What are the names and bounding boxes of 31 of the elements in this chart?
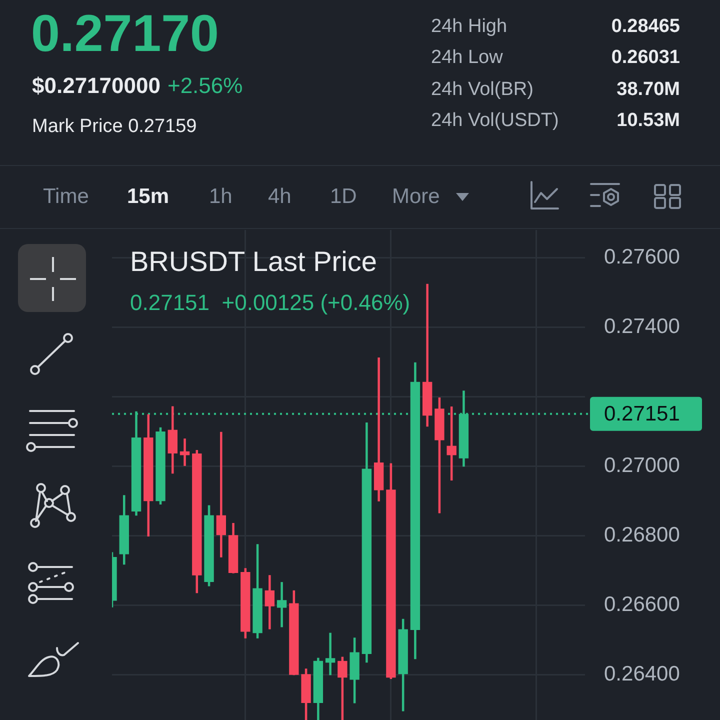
y-tick-label: 0.27400 <box>604 315 680 338</box>
text: 1h <box>209 185 232 208</box>
text: 24h Low <box>431 47 503 68</box>
text: 1D <box>330 185 357 208</box>
text: 24h High <box>431 16 508 37</box>
text: $0.27170000 <box>32 73 160 98</box>
text: 24h Vol(BR) <box>431 79 534 100</box>
candlestick <box>276 582 287 628</box>
text: 4h <box>268 185 292 208</box>
candlestick <box>180 438 190 466</box>
candlestick <box>325 632 336 676</box>
text: +2.56% <box>167 73 243 98</box>
text: 15m <box>127 185 170 208</box>
text: 0.27170 <box>31 5 219 63</box>
text: 38.70M <box>616 79 680 100</box>
text: More <box>392 185 440 208</box>
y-tick-label: 0.27600 <box>604 246 680 269</box>
text: Time <box>43 185 89 208</box>
text: 0.27151 +0.00125 (+0.46%) <box>130 290 410 315</box>
y-tick-label: 0.27000 <box>604 454 680 478</box>
ref-line-label: 0.27151 <box>604 402 680 426</box>
y-tick-label: 0.26400 <box>604 662 680 686</box>
text: 0.26031 <box>611 47 680 68</box>
text: 10.53M <box>616 110 680 131</box>
text: Mark Price 0.27159 <box>32 116 197 137</box>
text: BRUSDT Last Price <box>130 246 377 277</box>
candlestick <box>216 432 226 558</box>
text: 24h Vol(USDT) <box>431 110 559 131</box>
text: 0.28465 <box>611 16 680 37</box>
y-tick-label: 0.26800 <box>604 524 680 547</box>
y-tick-label: 0.26600 <box>604 593 680 616</box>
